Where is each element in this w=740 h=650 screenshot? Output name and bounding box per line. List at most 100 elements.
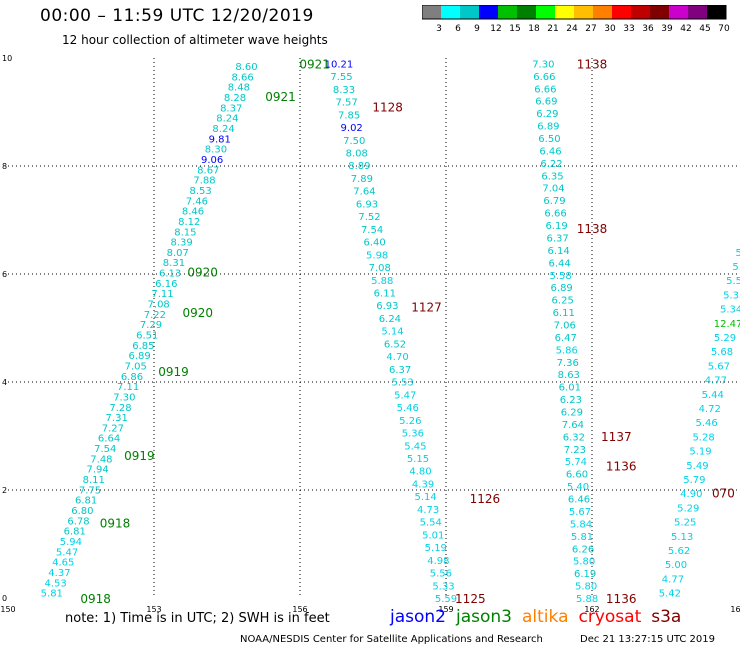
wave-height-value: 6.44 — [548, 258, 570, 269]
wave-height-value: 6.80 — [71, 506, 93, 517]
wave-height-value: 8.30 — [205, 145, 227, 156]
wave-height-value: 4.90 — [680, 489, 702, 500]
wave-height-value: 5.49 — [686, 461, 708, 472]
wave-height-value: 12.47 — [714, 319, 740, 330]
scale-label: 12 — [490, 24, 501, 33]
pass-time-label: 1128 — [372, 101, 403, 115]
wave-height-value: 7.88 — [193, 176, 215, 187]
wave-height-value: 6.01 — [559, 383, 581, 394]
wave-height-value: 5.01 — [422, 530, 444, 541]
wave-height-value: 7.30 — [113, 392, 135, 403]
wave-height-value: 6.32 — [563, 432, 585, 443]
scale-label: 27 — [585, 24, 596, 33]
wave-height-value: 6.66 — [544, 209, 566, 220]
pass-time-label: 0918 — [100, 516, 131, 530]
wave-height-value: 4.65 — [52, 558, 74, 569]
scale-swatch — [612, 5, 631, 19]
wave-height-value: 8.60 — [235, 62, 257, 73]
wave-height-value: 6.22 — [540, 159, 562, 170]
wave-height-value: 5.33 — [432, 581, 454, 592]
wave-height-value: 6.40 — [363, 238, 385, 249]
wave-height-value: 6.19 — [574, 569, 596, 580]
wave-height-value: 5.84 — [570, 519, 592, 530]
wave-height-value: 5.98 — [366, 250, 388, 261]
wave-height-value: 4.77 — [705, 376, 727, 387]
wave-height-value: 5.47 — [394, 390, 416, 401]
wave-height-value: 8.39 — [170, 238, 192, 249]
wave-height-value: 6.11 — [553, 308, 575, 319]
wave-height-value: 7.31 — [106, 413, 128, 424]
scale-border — [422, 5, 727, 20]
wave-height-value: 5.53 — [392, 378, 414, 389]
wave-height-value: 7.75 — [79, 485, 101, 496]
pass-time-label: 1136 — [606, 592, 637, 606]
scale-label: 24 — [566, 24, 578, 33]
y-tick-label: 4 — [2, 378, 7, 387]
wave-height-value: 6.86 — [121, 372, 143, 383]
y-tick-label: 8 — [2, 162, 7, 171]
wave-height-value: 5.46 — [397, 403, 419, 414]
legend-cryosat: cryosat — [578, 607, 642, 627]
wave-height-value: 6.66 — [534, 84, 556, 95]
legend-jason3: jason3 — [456, 607, 512, 627]
wave-height-value: 5.14 — [381, 327, 403, 338]
wave-height-value: 9.06 — [201, 155, 223, 166]
wave-height-value: 8.15 — [174, 227, 196, 238]
wave-height-value: 6.47 — [555, 333, 577, 344]
x-tick-label: 150 — [0, 605, 15, 614]
wave-height-value: 5.81 — [571, 532, 593, 543]
wave-height-value: 8.89 — [348, 161, 370, 172]
wave-height-value: 6.69 — [535, 97, 557, 108]
pass-time-label: 070 — [712, 487, 735, 501]
wave-height-value: 7.08 — [369, 263, 391, 274]
scale-swatch — [422, 5, 441, 19]
pass-time-label: 1127 — [411, 300, 442, 314]
pass-time-label: 1138 — [577, 57, 608, 71]
wave-height-value: 8.37 — [220, 103, 242, 114]
legend-jason2: jason2 — [390, 607, 446, 627]
wave-height-value: 7.50 — [343, 136, 365, 147]
scale-swatch — [517, 5, 536, 19]
wave-height-value: 7.27 — [102, 423, 124, 434]
wave-height-value: 6.29 — [561, 408, 583, 419]
wave-height-value: 8.67 — [197, 165, 219, 176]
wave-height-value: 6.64 — [98, 434, 120, 445]
wave-height-value: 6.14 — [547, 246, 569, 257]
wave-height-value: 7.54 — [361, 225, 383, 236]
wave-height-value: 6.85 — [132, 341, 154, 352]
wave-height-value: 10.21 — [325, 59, 354, 70]
scale-label: 3 — [436, 24, 442, 33]
scale-swatch — [555, 5, 574, 19]
pass-time-label: 0920 — [187, 265, 218, 279]
wave-height-value: 5.45 — [404, 441, 426, 452]
scale-swatch — [574, 5, 593, 19]
scale-swatch — [707, 5, 726, 19]
wave-height-value: 5.74 — [565, 457, 587, 468]
wave-height-value: 6.66 — [533, 72, 555, 83]
wave-height-value: 8.24 — [212, 124, 234, 135]
wave-height-value: 4.77 — [662, 574, 684, 585]
wave-height-value: 5.14 — [414, 492, 436, 503]
wave-height-value: 6.46 — [539, 146, 561, 157]
scale-swatch — [460, 5, 479, 19]
wave-height-value: 5.59 — [435, 594, 457, 605]
wave-height-value: 6.50 — [538, 134, 560, 145]
wave-height-value: 7.46 — [186, 196, 208, 207]
wave-height-value: 5.25 — [674, 518, 696, 529]
wave-height-value: 7.23 — [564, 445, 586, 456]
wave-height-value: 7.29 — [140, 320, 162, 331]
chart-subtitle: 12 hour collection of altimeter wave hei… — [62, 33, 328, 47]
wave-height-value: 5.7 — [732, 262, 740, 273]
wave-height-value: 5.33 — [723, 290, 740, 301]
wave-height-value: 9.02 — [341, 123, 363, 134]
wave-height-value: 5.29 — [714, 333, 736, 344]
wave-height-value: 6.16 — [155, 279, 177, 290]
wave-height-value: 8.53 — [190, 186, 212, 197]
wave-height-value: 6.46 — [568, 495, 590, 506]
wave-height-value: 6.25 — [552, 296, 574, 307]
wave-height-value: 5.80 — [575, 582, 597, 593]
wave-height-value: 6.89 — [551, 283, 573, 294]
wave-height-value: 6.52 — [384, 339, 406, 350]
wave-height-value: 8.12 — [178, 217, 200, 228]
wave-height-value: 6.26 — [572, 544, 594, 555]
